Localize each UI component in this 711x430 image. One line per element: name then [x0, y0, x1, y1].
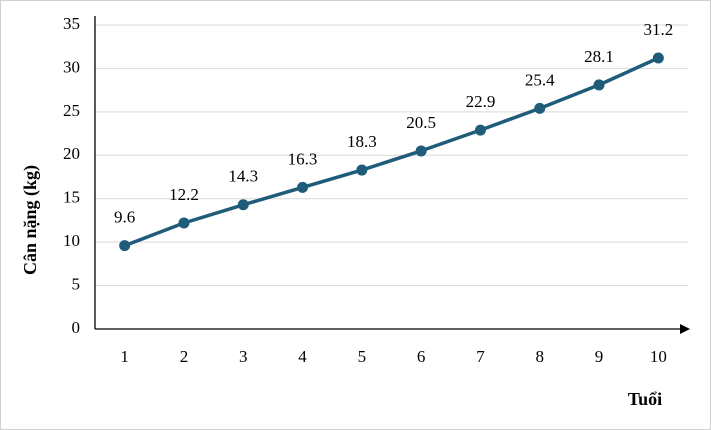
point [415, 145, 427, 157]
point [297, 181, 309, 193]
x-axis-title: Tuổi [628, 389, 662, 409]
y-tick-label: 0 [72, 318, 81, 337]
y-tick-label: 35 [63, 14, 80, 33]
data-label: 31.2 [643, 20, 673, 39]
x-tick-label: 10 [650, 347, 667, 366]
x-axis-arrow [680, 324, 690, 334]
x-tick-label: 6 [417, 347, 426, 366]
data-label: 25.4 [525, 70, 555, 89]
x-tick-label: 7 [476, 347, 485, 366]
y-tick-label: 15 [63, 188, 80, 207]
data-label: 22.9 [466, 92, 496, 111]
y-axis-title: Cân nặng (kg) [20, 165, 41, 275]
x-tick-label: 5 [358, 347, 367, 366]
data-label: 9.6 [114, 208, 135, 227]
y-tick-label: 30 [63, 57, 80, 76]
data-label: 28.1 [584, 47, 614, 66]
point [237, 199, 249, 211]
y-tick-label: 5 [72, 274, 81, 293]
x-tick-label: 2 [180, 347, 189, 366]
x-tick-label: 9 [595, 347, 604, 366]
x-tick-label: 1 [120, 347, 129, 366]
data-label: 14.3 [228, 167, 258, 186]
point [178, 217, 190, 229]
data-label: 12.2 [169, 185, 199, 204]
x-tick-label: 8 [536, 347, 545, 366]
grid [95, 24, 688, 287]
y-tick-label: 10 [63, 231, 80, 250]
data-label: 18.3 [347, 132, 377, 151]
x-tick-label: 4 [298, 347, 307, 366]
data-label: 20.5 [406, 113, 436, 132]
x-tick-label: 3 [239, 347, 248, 366]
y-tick-label: 20 [63, 144, 80, 163]
point [356, 164, 368, 176]
y-tick-label: 25 [63, 101, 80, 120]
point [534, 102, 546, 114]
point [652, 52, 664, 64]
point [474, 124, 486, 136]
line [124, 56, 660, 248]
point [593, 79, 605, 91]
data-label: 16.3 [288, 149, 318, 168]
point [119, 240, 131, 252]
